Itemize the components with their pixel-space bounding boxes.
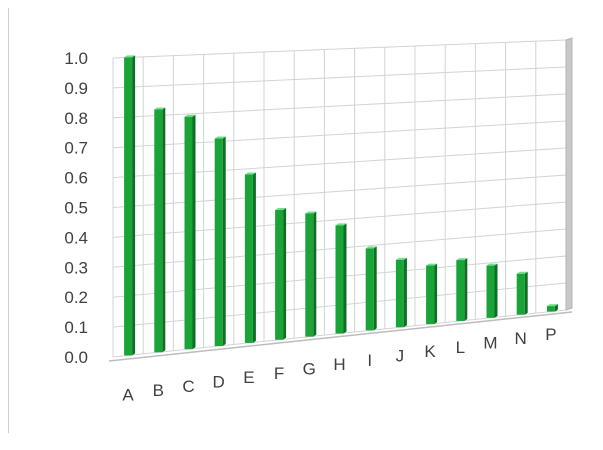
x-tick-label-M: M xyxy=(483,333,497,352)
bar-C xyxy=(184,114,196,350)
bar-N xyxy=(516,271,528,315)
bar-D xyxy=(214,136,226,347)
gridline-horizontal xyxy=(112,66,567,89)
bar-K xyxy=(426,263,438,325)
gridline-horizontal xyxy=(112,39,567,59)
y-tick-label: 0.2 xyxy=(64,288,88,307)
gridline-horizontal xyxy=(112,174,567,208)
bar-L xyxy=(456,258,468,321)
y-tick-label: 0.3 xyxy=(64,258,88,277)
gridline-horizontal xyxy=(112,120,567,149)
x-tick-label-E: E xyxy=(243,368,254,387)
chart-frame-edge xyxy=(8,8,9,433)
bars xyxy=(124,55,558,356)
bar-B xyxy=(154,107,166,353)
x-tick-label-D: D xyxy=(213,372,225,391)
gridline-horizontal xyxy=(112,93,567,119)
y-axis-tick-labels: 0.0 0.1 0.2 0.3 0.4 0.5 0.6 0.7 0.8 0.9 1.0 xyxy=(64,49,88,367)
y-tick-label: 0.4 xyxy=(64,228,88,247)
x-tick-label-N: N xyxy=(515,329,527,348)
floor-edge xyxy=(108,311,573,362)
x-tick-label-F: F xyxy=(274,364,284,383)
x-tick-label-I: I xyxy=(367,351,372,370)
x-tick-label-G: G xyxy=(303,359,316,378)
gridline-horizontal xyxy=(112,147,567,179)
bar-A xyxy=(124,55,136,356)
x-tick-label-L: L xyxy=(456,338,465,357)
bar-M xyxy=(486,263,498,318)
x-tick-label-H: H xyxy=(333,355,345,374)
bar-P xyxy=(546,304,558,312)
y-tick-label: 0.8 xyxy=(64,109,88,128)
x-tick-label-P: P xyxy=(545,325,556,344)
x-tick-label-C: C xyxy=(182,377,194,396)
y-tick-label: 0.0 xyxy=(64,348,88,367)
bar-J xyxy=(395,257,407,328)
x-tick-label-A: A xyxy=(122,385,134,404)
bar-G xyxy=(305,211,317,337)
bar-F xyxy=(275,208,287,340)
y-tick-label: 0.6 xyxy=(64,169,88,188)
y-tick-label: 0.9 xyxy=(64,79,88,98)
x-tick-label-K: K xyxy=(424,342,436,361)
y-tick-label: 1.0 xyxy=(64,49,88,68)
y-tick-label: 0.1 xyxy=(64,318,88,337)
bar-I xyxy=(365,246,377,331)
x-tick-label-J: J xyxy=(396,346,405,365)
bar-E xyxy=(244,172,256,343)
bar-H xyxy=(335,223,347,334)
x-tick-label-B: B xyxy=(153,381,164,400)
side-wall xyxy=(565,37,573,311)
y-tick-label: 0.5 xyxy=(64,199,88,218)
y-tick-label: 0.7 xyxy=(64,139,88,158)
